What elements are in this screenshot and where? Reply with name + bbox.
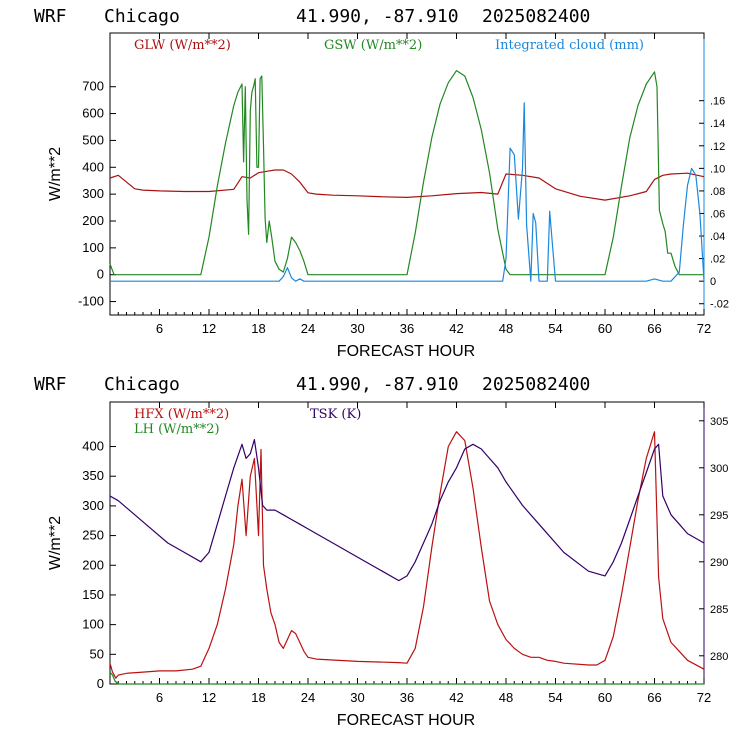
header-location: Chicago — [104, 6, 180, 27]
x-tick-label: 30 — [350, 690, 364, 705]
x-tick-label: 66 — [647, 690, 661, 705]
chart1-xlabel: FORECAST HOUR — [337, 343, 475, 360]
y2-tick-label: -.02 — [710, 299, 729, 311]
y-tick-label: 0 — [97, 267, 104, 282]
header-location: Chicago — [104, 374, 180, 395]
x-tick-label: 66 — [647, 321, 661, 336]
y-tick-label: 400 — [82, 439, 104, 454]
legend-gsw: GSW (W/m**2) — [324, 38, 422, 53]
y-tick-label: 100 — [82, 617, 104, 632]
chart2-header: WRF Chicago 41.990, -87.910 2025082400 — [34, 374, 590, 395]
header-run: 2025082400 — [482, 374, 590, 395]
chart2-ticks: 6 12 18 24 30 36 42 48 54 60 66 72 0 50 100 150 200 250 30… — [82, 402, 728, 705]
series-line-tsk — [109, 439, 705, 582]
x-tick-label: 42 — [449, 690, 463, 705]
y2-tick-label: .16 — [710, 96, 725, 108]
x-tick-label: 72 — [697, 690, 711, 705]
y-tick-label: 200 — [82, 557, 104, 572]
y-tick-label: 400 — [82, 159, 104, 174]
y-tick-label: 700 — [82, 79, 104, 94]
legend-cloud: Integrated cloud (mm) — [495, 38, 644, 53]
x-tick-label: 12 — [202, 321, 216, 336]
x-tick-label: 36 — [400, 690, 414, 705]
series-line-hfx — [109, 431, 705, 679]
y2-tick-label: 300 — [710, 463, 728, 475]
legend-tsk: TSK (K) — [310, 407, 361, 422]
y-tick-label: 350 — [82, 468, 104, 483]
x-tick-label: 6 — [156, 690, 163, 705]
y-tick-label: 0 — [97, 676, 104, 691]
y-tick-label: 50 — [90, 646, 104, 661]
y2-tick-label: .04 — [710, 231, 725, 243]
y2-tick-label: .14 — [710, 118, 725, 130]
y2-tick-label: 0 — [710, 276, 716, 288]
chart1-series — [109, 70, 705, 282]
y-tick-label: 100 — [82, 240, 104, 255]
header-coords: 41.990, -87.910 — [296, 374, 459, 395]
y-tick-label: 600 — [82, 106, 104, 121]
series-line-lh — [109, 671, 704, 685]
x-tick-label: 6 — [156, 321, 163, 336]
chart2-series — [109, 431, 705, 685]
y2-tick-label: .10 — [710, 163, 725, 175]
y-tick-label: 300 — [82, 498, 104, 513]
legend-glw: GLW (W/m**2) — [134, 38, 231, 53]
y2-tick-label: .12 — [710, 141, 725, 153]
x-tick-label: 60 — [598, 321, 612, 336]
header-coords: 41.990, -87.910 — [296, 6, 459, 27]
chart1-header: WRF Chicago 41.990, -87.910 2025082400 — [34, 6, 590, 27]
x-tick-label: 42 — [449, 321, 463, 336]
x-tick-label: 48 — [499, 690, 513, 705]
y-tick-label: 150 — [82, 587, 104, 602]
radiation-chart: GLW (W/m**2) GSW (W/m**2) Integrated clo… — [47, 32, 729, 360]
y-tick-label: 500 — [82, 132, 104, 147]
chart1-ticks: 6 12 18 24 30 36 42 48 54 60 66 72 -100 0 100 200 300 400… — [78, 33, 729, 336]
chart2-frame — [109, 401, 705, 685]
y-tick-label: 300 — [82, 186, 104, 201]
y2-tick-label: 290 — [710, 557, 728, 569]
y2-tick-label: 305 — [710, 416, 728, 428]
y2-tick-label: .06 — [710, 208, 725, 220]
y-tick-label: 200 — [82, 213, 104, 228]
header-model: WRF — [34, 6, 67, 27]
x-tick-label: 18 — [251, 321, 265, 336]
x-tick-label: 60 — [598, 690, 612, 705]
y-tick-label: -100 — [78, 294, 104, 309]
y2-tick-label: .08 — [710, 186, 725, 198]
y2-tick-label: 280 — [710, 651, 728, 663]
x-tick-label: 72 — [697, 321, 711, 336]
x-tick-label: 12 — [202, 690, 216, 705]
y2-tick-label: .02 — [710, 254, 725, 266]
chart2-xlabel: FORECAST HOUR — [337, 712, 475, 729]
series-line-cloud — [110, 102, 705, 282]
series-line-glw — [109, 169, 705, 201]
y2-tick-label: 295 — [710, 510, 728, 522]
x-tick-label: 48 — [499, 321, 513, 336]
legend-lh: LH (W/m**2) — [134, 422, 220, 437]
x-tick-label: 54 — [548, 690, 562, 705]
series-line-gsw — [109, 70, 704, 276]
x-tick-label: 18 — [251, 690, 265, 705]
x-tick-label: 54 — [548, 321, 562, 336]
x-tick-label: 36 — [400, 321, 414, 336]
chart2-ylabel: W/m**2 — [47, 516, 64, 570]
x-tick-label: 24 — [301, 321, 315, 336]
x-tick-label: 30 — [350, 321, 364, 336]
header-model: WRF — [34, 374, 67, 395]
flux-chart: HFX (W/m**2) LH (W/m**2) TSK (K) FORECAS… — [47, 401, 728, 729]
x-tick-label: 24 — [301, 690, 315, 705]
y-tick-label: 250 — [82, 528, 104, 543]
header-run: 2025082400 — [482, 6, 590, 27]
y2-tick-label: 285 — [710, 604, 728, 616]
legend-hfx: HFX (W/m**2) — [134, 407, 229, 422]
chart1-ylabel: W/m**2 — [47, 147, 64, 201]
